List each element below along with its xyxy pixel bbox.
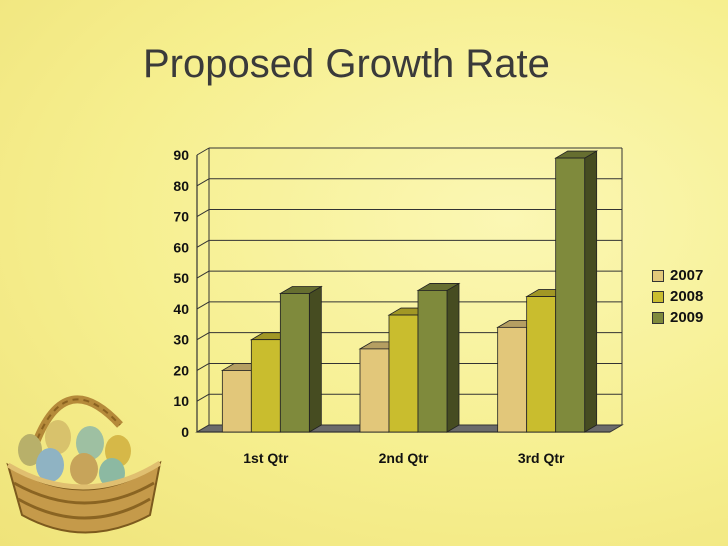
y-tick-label: 0 — [181, 424, 189, 440]
gridline-side — [196, 332, 210, 341]
legend-label: 2009 — [670, 309, 704, 326]
legend-item: 2008 — [652, 286, 703, 307]
bar-side — [584, 150, 598, 433]
legend-swatch-2007 — [652, 269, 664, 282]
y-tick-label: 50 — [173, 270, 189, 286]
bar-front — [555, 157, 586, 433]
gridline-side — [196, 270, 210, 279]
chart-labels: 0 10 20 30 40 50 60 70 80 90 1st Qtr 2nd Qtr 3rd Qtr — [173, 147, 565, 466]
legend-item: 2007 — [652, 265, 703, 286]
slide-title: Proposed Growth Rate — [143, 42, 550, 86]
legend-swatch-2008 — [652, 290, 664, 303]
bar-front — [497, 326, 528, 433]
gridline-side — [196, 301, 210, 310]
chart-bars — [220, 150, 599, 433]
y-tick-label: 20 — [173, 362, 189, 378]
bar-front — [526, 296, 557, 433]
bar-front — [388, 314, 419, 433]
y-tick-label: 40 — [173, 301, 189, 317]
y-tick-label: 30 — [173, 332, 189, 348]
x-tick-label: 3rd Qtr — [518, 450, 565, 466]
legend-label: 2007 — [670, 267, 704, 284]
gridline-side — [196, 239, 210, 248]
gridline-side — [196, 363, 210, 371]
bar-2009-1st-qtr — [278, 285, 323, 433]
legend-swatch-2009 — [652, 311, 664, 324]
bar-front — [279, 293, 310, 433]
y-tick-label: 70 — [173, 209, 189, 225]
bar-front — [359, 348, 390, 433]
y-tick-label: 90 — [173, 147, 189, 163]
gridline-side — [196, 147, 210, 156]
bar-front — [221, 370, 252, 433]
legend-label: 2008 — [670, 288, 704, 305]
bar-front — [250, 339, 281, 433]
gridline-side — [196, 209, 210, 217]
legend-item: 2009 — [652, 307, 703, 328]
chart-legend: 2007 2008 2009 — [652, 265, 703, 328]
bar-side — [446, 282, 460, 433]
x-tick-label: 1st Qtr — [243, 450, 289, 466]
bar-2009-3rd-qtr — [554, 150, 599, 433]
gridline-side — [196, 178, 210, 187]
easter-egg-basket-icon — [6, 395, 162, 534]
gridline-side — [196, 393, 210, 402]
y-tick-label: 10 — [173, 393, 189, 409]
x-tick-label: 2nd Qtr — [379, 450, 429, 466]
bar-side — [308, 285, 322, 433]
y-tick-label: 80 — [173, 178, 189, 194]
y-tick-label: 60 — [173, 239, 189, 255]
bar-front — [417, 290, 448, 433]
bar-2009-2nd-qtr — [416, 282, 461, 433]
